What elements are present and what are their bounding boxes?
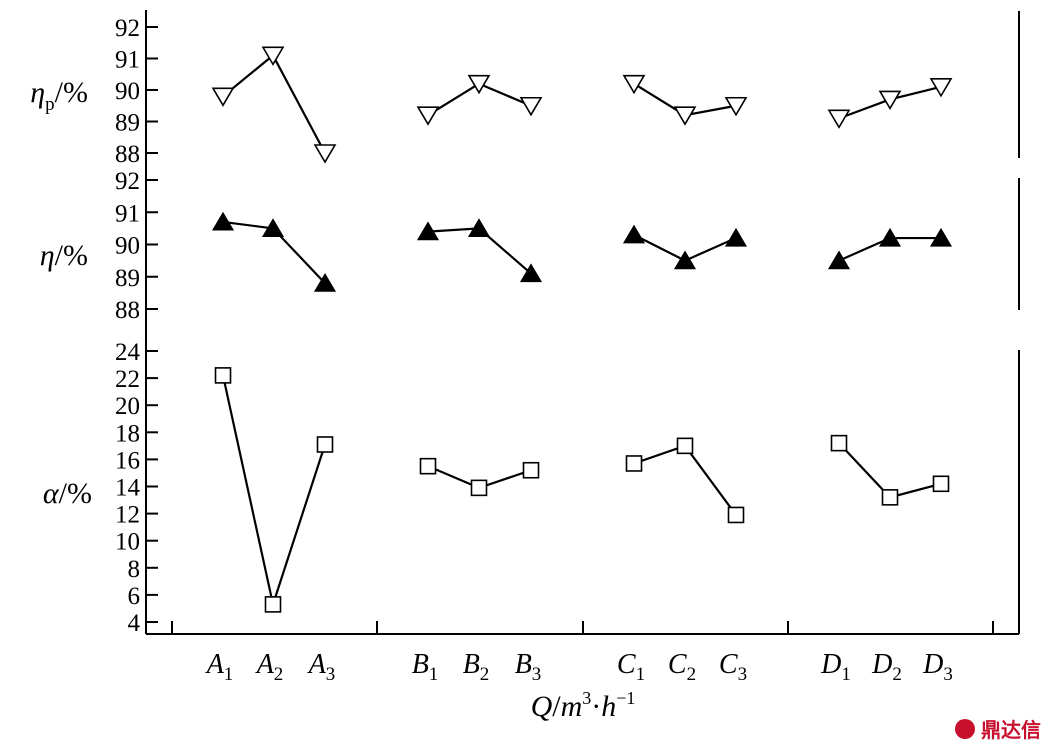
series-group-a bbox=[211, 46, 337, 164]
data-point-square bbox=[932, 475, 950, 493]
data-point-triangle-up bbox=[724, 227, 748, 247]
y-tick-label: 89 bbox=[115, 265, 140, 292]
y-tick-label: 88 bbox=[115, 297, 140, 324]
x-tick-label: B1 bbox=[412, 649, 439, 685]
series-group-c bbox=[622, 74, 748, 126]
x-tick-label: C1 bbox=[617, 649, 645, 685]
x-tick-label: D2 bbox=[871, 649, 902, 685]
y-tick-label: 90 bbox=[115, 233, 140, 260]
y-tick-label: 89 bbox=[115, 110, 140, 137]
data-point-square bbox=[264, 596, 282, 613]
series-group-d bbox=[827, 78, 953, 129]
y-tick-label: 92 bbox=[115, 168, 140, 195]
data-point-square bbox=[522, 461, 540, 479]
x-axis-label: Q/m3·h−1 bbox=[531, 688, 636, 723]
data-point-triangle-down bbox=[929, 78, 953, 98]
data-point-triangle-up bbox=[673, 250, 697, 270]
data-point-triangle-up bbox=[878, 227, 902, 247]
data-point-triangle-down bbox=[827, 109, 851, 129]
series-group-d bbox=[827, 227, 953, 270]
data-point-square bbox=[419, 457, 437, 475]
y-tick-label: 8 bbox=[128, 556, 141, 583]
axis-labels: 88 89 90 91 92 ηp/% 88 89 90 91 92 η/% 4681012141618… bbox=[30, 15, 953, 723]
data-point-triangle-up bbox=[416, 221, 440, 241]
data-point-square bbox=[881, 489, 899, 506]
watermark-logo-icon bbox=[955, 719, 975, 739]
data-point-triangle-up bbox=[622, 224, 646, 244]
series-group-c bbox=[622, 224, 748, 270]
watermark-text: 鼎达信 bbox=[981, 718, 1041, 742]
series-group-b bbox=[419, 457, 540, 497]
x-tick-label: C2 bbox=[668, 649, 696, 685]
data-point-triangle-down bbox=[211, 87, 235, 107]
series-group-b bbox=[416, 74, 543, 126]
x-tick-label: C3 bbox=[719, 649, 747, 685]
data-point-triangle-up bbox=[211, 211, 235, 231]
data-point-triangle-up bbox=[929, 227, 953, 247]
data-point-triangle-down bbox=[724, 96, 748, 117]
data-point-square bbox=[470, 479, 488, 497]
data-point-triangle-up bbox=[827, 250, 851, 270]
watermark-logo: 鼎达信 bbox=[955, 718, 1041, 742]
y-axis-label: α/% bbox=[43, 477, 92, 510]
data-point-square bbox=[830, 434, 848, 452]
data-point-triangle-down bbox=[519, 96, 543, 117]
series-line bbox=[221, 375, 327, 609]
y-tick-label: 16 bbox=[115, 447, 140, 474]
data-point-square bbox=[625, 455, 643, 472]
series-group-b bbox=[416, 218, 543, 283]
y-tick-label: 91 bbox=[115, 200, 140, 227]
series-group-c bbox=[625, 437, 745, 524]
series-group-d bbox=[830, 434, 950, 506]
y-tick-label: 18 bbox=[115, 420, 140, 447]
data-point-square bbox=[316, 436, 334, 453]
y-tick-label: 10 bbox=[115, 529, 140, 556]
x-tick-label: B3 bbox=[515, 649, 542, 685]
x-tick-label: A2 bbox=[255, 649, 284, 685]
data-point-triangle-down bbox=[416, 106, 440, 126]
chart-frame bbox=[145, 10, 1020, 635]
axis-ticks bbox=[146, 26, 994, 634]
series-line bbox=[633, 444, 737, 516]
data-series bbox=[211, 46, 953, 613]
series-group-a bbox=[211, 211, 337, 292]
x-tick-label: A1 bbox=[205, 649, 234, 685]
y-tick-label: 20 bbox=[115, 393, 140, 420]
data-point-triangle-down bbox=[878, 90, 902, 111]
y-tick-label: 90 bbox=[115, 78, 140, 105]
y-tick-label: 12 bbox=[115, 502, 140, 529]
y-tick-label: 14 bbox=[115, 475, 141, 502]
data-point-square bbox=[676, 437, 694, 455]
x-tick-label: D3 bbox=[922, 649, 953, 685]
data-point-square bbox=[214, 367, 232, 384]
y-tick-label: 22 bbox=[115, 366, 140, 393]
series-line bbox=[222, 53, 326, 154]
data-point-triangle-down bbox=[261, 46, 285, 66]
series-group-a bbox=[214, 367, 334, 613]
data-point-triangle-down bbox=[622, 74, 646, 95]
y-tick-label: 92 bbox=[115, 15, 140, 42]
data-point-triangle-up bbox=[519, 263, 543, 283]
data-point-triangle-down bbox=[673, 106, 697, 126]
x-tick-label: A3 bbox=[307, 649, 336, 685]
y-tick-label: 88 bbox=[115, 141, 140, 168]
y-axis-label: ηp/% bbox=[30, 76, 88, 115]
data-point-triangle-up bbox=[261, 218, 285, 237]
y-tick-label: 91 bbox=[115, 47, 140, 74]
data-point-square bbox=[727, 506, 745, 524]
data-point-triangle-down bbox=[467, 74, 491, 95]
data-point-triangle-down bbox=[313, 144, 337, 164]
y-tick-label: 24 bbox=[115, 339, 141, 366]
data-point-triangle-up bbox=[467, 218, 491, 237]
x-tick-label: D1 bbox=[820, 649, 851, 685]
y-axis-label: η/% bbox=[40, 239, 88, 272]
y-tick-label: 6 bbox=[128, 583, 141, 610]
x-tick-label: B2 bbox=[463, 649, 490, 685]
data-point-triangle-up bbox=[313, 273, 337, 292]
y-tick-label: 4 bbox=[128, 610, 141, 637]
